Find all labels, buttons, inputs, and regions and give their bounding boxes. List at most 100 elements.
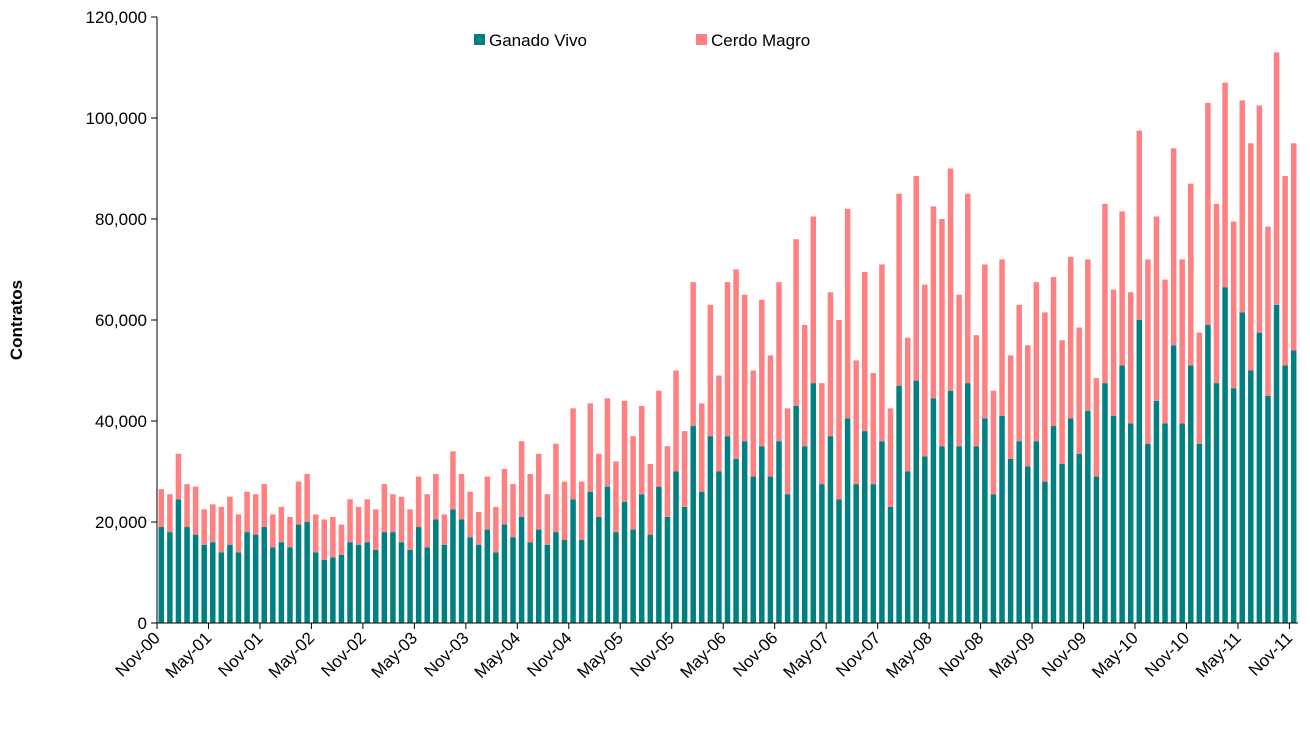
bar-segment <box>304 474 310 522</box>
bar-segment <box>630 529 636 623</box>
bar-segment <box>493 506 499 553</box>
bar-segment <box>793 405 799 623</box>
bar-segment <box>750 370 756 477</box>
bar-segment <box>879 264 885 442</box>
bar-segment <box>664 516 671 623</box>
bar-segment <box>1042 312 1048 482</box>
bar-segment <box>415 476 422 528</box>
y-axis-label: Contratos <box>7 280 26 360</box>
bar-segment <box>381 484 388 533</box>
bar-segment <box>1205 325 1211 623</box>
legend-swatch <box>696 34 707 45</box>
bar-segment <box>536 453 542 530</box>
bar-segment <box>853 360 859 485</box>
bar-segment <box>1102 383 1108 623</box>
bar-segment <box>398 542 405 623</box>
bar-segment <box>1256 105 1263 333</box>
bar-segment <box>527 542 533 623</box>
bar-segment <box>741 441 748 623</box>
bar-segment <box>1290 350 1297 623</box>
x-tick-label: Nov-00 <box>112 628 164 680</box>
bar-segment <box>733 269 739 459</box>
bar-segment <box>424 547 430 623</box>
bar-segment <box>561 539 568 623</box>
y-tick-label: 60,000 <box>95 311 147 330</box>
bar-segment <box>312 514 319 553</box>
bar-segment <box>210 542 216 623</box>
bar-segment <box>896 193 902 386</box>
bar-segment <box>964 193 971 384</box>
bar-segment <box>939 446 945 623</box>
bar-segment <box>1265 395 1271 623</box>
x-tick-label: May-06 <box>677 628 731 682</box>
bar-segment <box>741 294 748 442</box>
bar-segment <box>578 539 585 623</box>
bar-segment <box>192 486 199 535</box>
bar-segment <box>1093 476 1100 623</box>
bar-segment <box>227 544 233 623</box>
bar-segment <box>441 514 448 545</box>
bar-segment <box>1153 400 1160 623</box>
bar-segment <box>347 499 353 543</box>
bar-segment <box>647 534 654 623</box>
bar-segment <box>673 370 679 472</box>
bar-segment <box>1196 332 1203 444</box>
bar-segment <box>1265 226 1271 396</box>
bar-segment <box>433 474 439 520</box>
bar-segment <box>982 264 988 419</box>
bar-segment <box>252 494 259 535</box>
bar-segment <box>656 486 662 623</box>
x-tick-label: Nov-05 <box>626 628 678 680</box>
bar-segment <box>1213 203 1220 384</box>
bar-segment <box>475 511 482 545</box>
bar-segment <box>330 557 336 623</box>
bar-segment <box>338 524 345 555</box>
bar-segment <box>930 206 937 399</box>
bar-segment <box>862 431 868 623</box>
legend-label: Cerdo Magro <box>711 31 810 50</box>
bar-segment <box>1059 340 1065 464</box>
bar-segment <box>922 456 928 623</box>
bar-segment <box>1110 415 1117 623</box>
bar-segment <box>467 537 473 623</box>
bar-segment <box>1282 176 1288 366</box>
bar-segment <box>304 522 310 623</box>
bar-segment <box>450 451 456 510</box>
bar-segment <box>930 398 937 623</box>
bar-segment <box>690 282 696 427</box>
bar-segment <box>210 504 216 543</box>
bar-segment <box>1076 327 1082 454</box>
bar-segment <box>1170 345 1177 623</box>
bar-segment <box>467 491 473 538</box>
bar-segment <box>1290 143 1297 351</box>
bar-segment <box>724 282 731 437</box>
bar-segment <box>158 489 165 528</box>
bar-segment <box>724 436 731 623</box>
bar-segment <box>475 544 482 623</box>
bar-segment <box>664 446 671 517</box>
bar-segment <box>458 474 465 520</box>
bar-segment <box>536 529 542 623</box>
bar-segment <box>570 499 576 623</box>
bar-segment <box>1162 279 1168 424</box>
bar-segment <box>450 509 456 623</box>
bar-segment <box>638 494 645 623</box>
bar-segment <box>1025 345 1031 467</box>
bar-segment <box>956 446 962 623</box>
bar-segment <box>801 446 808 623</box>
bar-segment <box>784 494 791 623</box>
x-tick-label: May-10 <box>1088 628 1142 682</box>
bar-segment <box>1282 365 1288 623</box>
bar-segment <box>776 282 782 442</box>
bar-segment <box>793 239 799 406</box>
bar-segment <box>1248 370 1254 623</box>
bar-segment <box>801 325 808 447</box>
bar-segment <box>733 458 739 623</box>
bar-segment <box>956 294 962 447</box>
legend-swatch <box>474 34 485 45</box>
bar-segment <box>227 496 233 545</box>
bar-segment <box>1273 52 1280 305</box>
x-tick-label: May-05 <box>574 628 628 682</box>
bar-segment <box>999 415 1005 623</box>
bar-segment <box>201 544 207 623</box>
